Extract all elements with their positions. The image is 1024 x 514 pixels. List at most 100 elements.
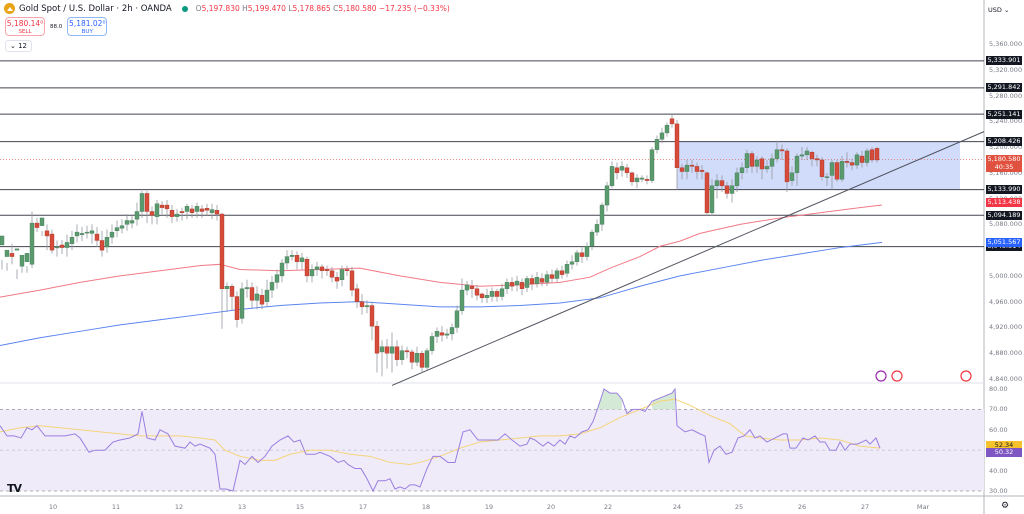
candle-body bbox=[0, 235, 5, 246]
candle-body bbox=[399, 350, 405, 360]
candle-body bbox=[114, 227, 120, 232]
candle-body bbox=[334, 277, 340, 282]
candle-body bbox=[804, 150, 810, 156]
candle-body bbox=[509, 282, 515, 287]
candle-body bbox=[639, 177, 645, 180]
price-tick: 5,200.000 bbox=[989, 143, 1023, 152]
price-tick: 5,320.000 bbox=[989, 65, 1023, 74]
candle-body bbox=[349, 270, 355, 291]
level-price-label: 5,291.842 bbox=[986, 83, 1022, 93]
candle-body bbox=[439, 332, 445, 336]
candle-body bbox=[179, 211, 185, 213]
candle-body bbox=[89, 230, 95, 234]
indicators-toggle-button[interactable]: ⌄ 12 bbox=[5, 40, 32, 52]
price-label: 5,051.567 bbox=[986, 238, 1022, 248]
symbol-title[interactable]: Gold Spot / U.S. Dollar · 2h · OANDA bbox=[19, 3, 172, 14]
gold-logo-icon bbox=[4, 3, 15, 14]
candle-body bbox=[819, 159, 825, 177]
candle-body bbox=[199, 208, 205, 212]
candle-body bbox=[39, 217, 45, 226]
candle-body bbox=[424, 350, 430, 368]
time-tick: 20 bbox=[546, 503, 556, 511]
candle-body bbox=[579, 252, 585, 257]
rsi-overbought-fill bbox=[652, 389, 675, 410]
candle-body bbox=[94, 233, 100, 241]
currency-select[interactable]: USD ⌄ bbox=[988, 6, 1010, 14]
candle-body bbox=[539, 278, 545, 283]
time-tick: 27 bbox=[860, 503, 870, 511]
rsi-tick: 30.00 bbox=[989, 487, 1008, 495]
candle-body bbox=[684, 164, 690, 172]
candle-body bbox=[849, 162, 855, 166]
candle-body bbox=[659, 132, 665, 140]
candle-body bbox=[729, 185, 735, 194]
candle-body bbox=[419, 353, 425, 368]
candle-body bbox=[374, 325, 380, 354]
candle-body bbox=[169, 210, 175, 217]
candle-body bbox=[724, 185, 730, 194]
candle-body bbox=[174, 213, 180, 217]
price-tick: 4,840.000 bbox=[989, 374, 1023, 383]
buy-button[interactable]: 5,181.02⁰ BUY bbox=[67, 17, 108, 36]
candle-body bbox=[294, 255, 300, 262]
tradingview-logo[interactable]: TV bbox=[7, 482, 22, 495]
candle-body bbox=[869, 149, 875, 161]
candle-body bbox=[499, 288, 505, 297]
price-tick: 4,920.000 bbox=[989, 323, 1023, 332]
candle-body bbox=[644, 179, 650, 181]
candle-body bbox=[239, 288, 245, 319]
time-tick: Mar bbox=[916, 503, 930, 511]
level-price-label: 5,208.426 bbox=[986, 137, 1022, 147]
candle-body bbox=[479, 293, 485, 299]
candle-body bbox=[229, 286, 235, 297]
candle-body bbox=[839, 161, 845, 180]
candle-body bbox=[489, 291, 495, 297]
range-box bbox=[677, 141, 960, 190]
settings-icon[interactable]: ⚙ bbox=[1001, 501, 1010, 511]
time-tick: 22 bbox=[603, 503, 613, 511]
price-label: 5,113.438 bbox=[986, 198, 1022, 208]
candle-body bbox=[569, 261, 575, 265]
sell-button[interactable]: 5,180.14⁰ SELL bbox=[5, 17, 45, 36]
close-value: 5,180.580 bbox=[338, 4, 377, 13]
candle-body bbox=[359, 301, 365, 308]
level-price-label: 5,133.990 bbox=[986, 185, 1022, 195]
candle-body bbox=[664, 124, 670, 134]
candle-body bbox=[874, 148, 880, 161]
candle-body bbox=[694, 166, 700, 172]
level-price-label: 5,333.901 bbox=[986, 56, 1022, 66]
candle-body bbox=[209, 209, 215, 213]
price-tick: 5,280.000 bbox=[989, 91, 1023, 100]
price-label: 5,180.580 40:35 bbox=[986, 155, 1022, 173]
candle-body bbox=[319, 266, 325, 271]
candle-body bbox=[484, 295, 490, 299]
time-tick: 10 bbox=[48, 503, 58, 511]
price-tick: 5,360.000 bbox=[989, 40, 1023, 48]
candle-body bbox=[284, 256, 290, 264]
candle-body bbox=[844, 161, 850, 163]
candle-body bbox=[79, 233, 85, 235]
candle-body bbox=[689, 164, 695, 167]
candle-body bbox=[519, 282, 525, 289]
candle-body bbox=[749, 153, 755, 167]
candle-body bbox=[394, 346, 400, 360]
candle-body bbox=[164, 204, 170, 210]
candle-body bbox=[314, 266, 320, 270]
candle-body bbox=[259, 295, 265, 305]
rsi-tick: 40.00 bbox=[989, 466, 1008, 475]
trade-panel: 5,180.14⁰ SELL 88.0 5,181.02⁰ BUY bbox=[5, 17, 108, 36]
rsi-overbought-fill bbox=[598, 389, 622, 410]
moving-average-red bbox=[0, 204, 883, 298]
time-tick: 12 bbox=[174, 503, 184, 511]
candle-body bbox=[14, 248, 20, 251]
candle-body bbox=[289, 255, 295, 257]
buy-price: 5,181.02⁰ bbox=[69, 19, 106, 28]
candle-body bbox=[154, 203, 160, 217]
candle-body bbox=[189, 208, 195, 213]
price-tick: 4,960.000 bbox=[989, 297, 1023, 306]
candle-body bbox=[434, 331, 440, 337]
candle-body bbox=[109, 231, 115, 238]
candle-body bbox=[669, 118, 675, 125]
candle-body bbox=[84, 231, 90, 234]
